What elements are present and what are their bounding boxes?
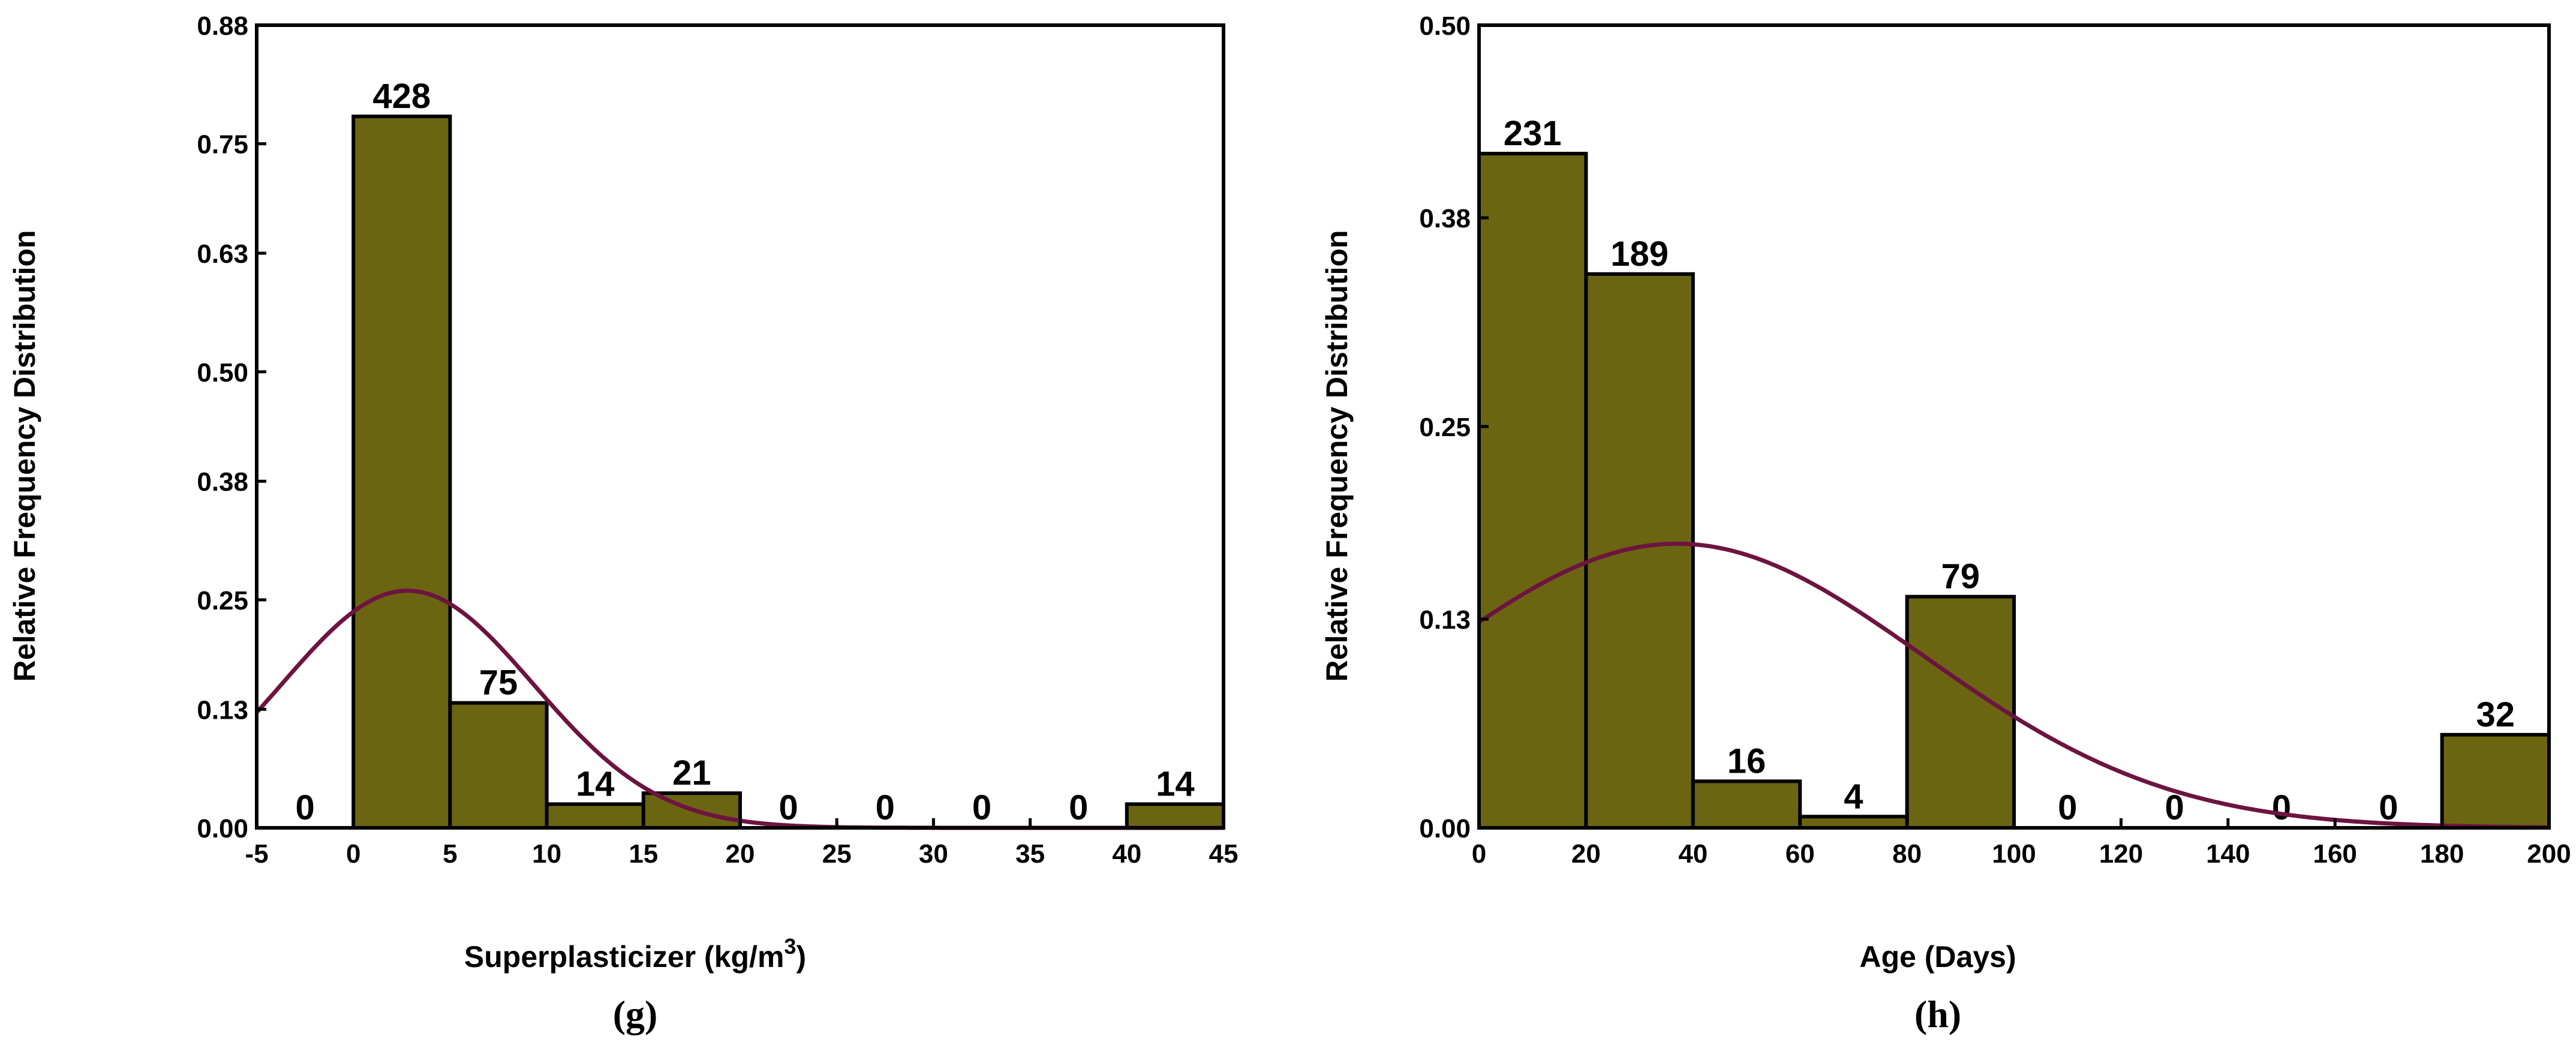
count-label-g-6: 0 (876, 788, 895, 827)
y-tick-label-g-1: 0.13 (197, 695, 248, 725)
x-tick-label-h-5: 100 (1992, 839, 2036, 869)
x-axis-label-g: Superplasticizer (kg/m3) (464, 934, 806, 974)
x-tick-label-g-4: 15 (629, 839, 658, 869)
count-label-h-2: 16 (1727, 741, 1766, 780)
y-tick-label-h-3: 0.38 (1419, 204, 1471, 233)
x-tick-label-h-10: 200 (2527, 839, 2571, 869)
plot-area-g: 0 428 75 14 21 0 0 0 0 14 -5 0 5 10 15 20 25 30 35 40 45 0.00… (197, 11, 1238, 869)
bar-g-9 (1125, 802, 1226, 830)
bar-g-1 (351, 115, 452, 830)
panel-label-g: (g) (613, 993, 658, 1035)
x-tick-label-g-1: 0 (346, 839, 360, 869)
x-tick-label-h-6: 120 (2099, 839, 2143, 869)
count-label-g-4: 21 (672, 753, 711, 792)
bar-g-2 (448, 701, 549, 830)
bar-h-4 (1905, 594, 2016, 830)
y-tick-label-h-4: 0.50 (1419, 11, 1471, 41)
count-label-h-7: 0 (2272, 788, 2291, 827)
x-axis-label-h: Age (Days) (1859, 940, 2016, 974)
y-tick-label-g-3: 0.38 (197, 467, 248, 497)
x-tick-label-h-7: 140 (2206, 839, 2250, 869)
x-tick-label-h-3: 60 (1786, 839, 1815, 869)
x-tick-label-h-0: 0 (1472, 839, 1486, 869)
count-label-h-8: 0 (2379, 788, 2398, 827)
count-label-h-0: 231 (1504, 114, 1562, 153)
count-label-g-2: 75 (479, 663, 518, 702)
x-tick-label-g-6: 25 (822, 839, 852, 869)
x-tick-label-g-10: 45 (1209, 839, 1239, 869)
count-label-g-9: 14 (1156, 764, 1195, 803)
y-tick-label-g-2: 0.25 (197, 586, 248, 615)
x-tick-label-g-9: 40 (1112, 839, 1141, 869)
normal-fit-curve-h (1478, 541, 2549, 830)
y-tick-label-h-2: 0.25 (1419, 413, 1471, 442)
y-tick-label-g-5: 0.63 (197, 239, 248, 269)
bar-h-9 (2440, 732, 2551, 830)
count-label-h-4: 79 (1941, 557, 1980, 596)
x-tick-label-g-5: 20 (726, 839, 755, 869)
count-label-h-3: 4 (1844, 777, 1863, 816)
count-label-h-5: 0 (2058, 788, 2077, 827)
bar-h-1 (1584, 272, 1695, 830)
bar-h-0 (1477, 152, 1588, 830)
count-label-h-1: 189 (1610, 235, 1669, 274)
y-axis-label-h: Relative Frequency Distribution (1320, 230, 1354, 682)
y-tick-label-g-0: 0.00 (197, 814, 248, 843)
y-axis-label-g: Relative Frequency Distribution (8, 230, 41, 682)
y-tick-label-h-0: 0.00 (1419, 814, 1471, 843)
y-tick-label-h-1: 0.13 (1419, 605, 1471, 635)
x-tick-label-g-7: 30 (919, 839, 948, 869)
x-tick-label-h-9: 180 (2420, 839, 2464, 869)
count-label-g-3: 14 (576, 764, 615, 803)
count-label-g-5: 0 (778, 788, 798, 827)
count-label-g-0: 0 (295, 788, 314, 827)
x-tick-label-g-3: 10 (532, 839, 561, 869)
x-tick-label-g-2: 5 (443, 839, 457, 869)
x-tick-label-h-1: 20 (1571, 839, 1601, 869)
y-tick-label-g-7: 0.88 (197, 11, 248, 41)
y-tick-label-g-4: 0.50 (197, 358, 248, 388)
count-label-g-8: 0 (1069, 788, 1088, 827)
count-label-g-1: 428 (372, 77, 431, 116)
bar-h-2 (1691, 779, 1802, 830)
x-tick-label-h-2: 40 (1678, 839, 1708, 869)
x-tick-label-g-8: 35 (1015, 839, 1045, 869)
count-label-h-9: 32 (2476, 695, 2515, 734)
y-tick-label-g-6: 0.75 (197, 130, 248, 160)
count-label-g-7: 0 (972, 788, 991, 827)
x-tick-label-g-0: -5 (245, 839, 268, 869)
x-tick-label-h-8: 160 (2313, 839, 2356, 869)
panel-label-h: (h) (1914, 993, 1961, 1035)
histogram-superplasticizer: 0 428 75 14 21 0 0 0 0 14 -5 0 5 10 15 20 25 30 35 40 45 0.00… (8, 11, 1238, 1035)
bar-g-3 (545, 802, 645, 830)
x-tick-label-h-4: 80 (1892, 839, 1922, 869)
